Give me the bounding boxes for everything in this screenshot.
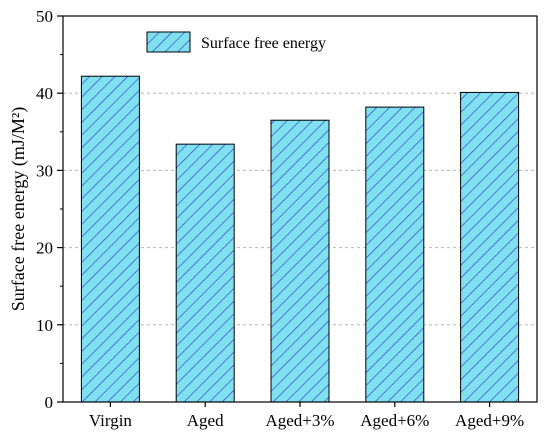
y-tick-label: 40 (36, 84, 53, 103)
x-tick-label: Aged (187, 411, 224, 430)
bar-aged (175, 143, 235, 403)
bars (80, 75, 520, 403)
x-tick-label: Aged+9% (455, 411, 524, 430)
y-axis: 0 10 20 30 40 50 (36, 7, 63, 412)
y-tick-label: 50 (36, 7, 53, 26)
y-tick-label: 20 (36, 239, 53, 258)
y-axis-title: Surface free energy (mJ/M²) (8, 107, 29, 311)
bar-virgin (80, 75, 140, 403)
x-axis: Virgin Aged Aged+3% Aged+6% Aged+9% (89, 402, 524, 430)
x-tick-label: Virgin (89, 411, 133, 430)
y-tick-label: 0 (45, 393, 54, 412)
legend-label: Surface free energy (201, 35, 326, 52)
x-tick-label: Aged+3% (265, 411, 334, 430)
y-tick-label: 30 (36, 161, 53, 180)
y-tick-label: 10 (36, 316, 53, 335)
bar-aged-6 (365, 106, 425, 403)
bar-aged-9 (460, 91, 520, 403)
x-tick-label: Aged+6% (360, 411, 429, 430)
bar-aged-3 (270, 119, 330, 403)
legend: Surface free energy (146, 31, 326, 53)
legend-swatch (146, 31, 191, 53)
